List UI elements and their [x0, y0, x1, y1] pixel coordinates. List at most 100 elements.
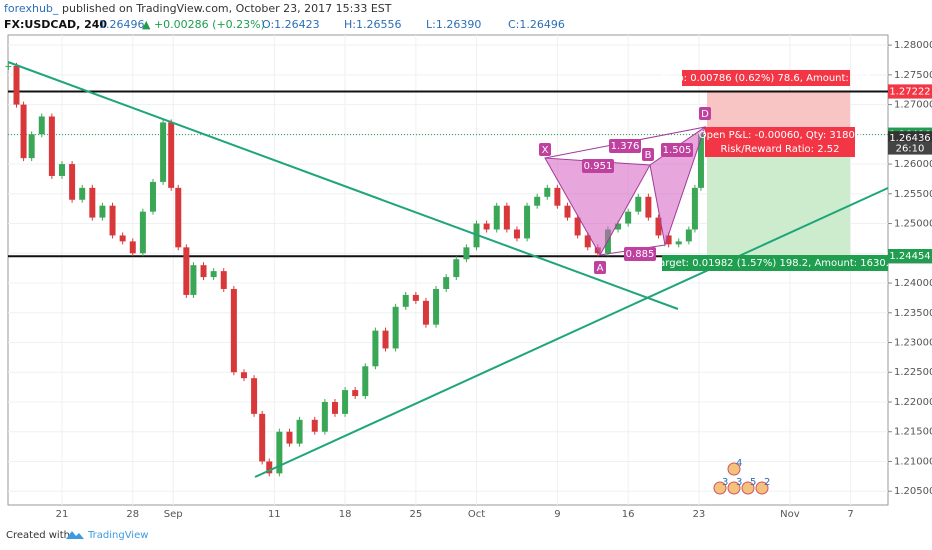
ratio-box — [624, 247, 656, 261]
point-label-box — [699, 107, 711, 120]
price-badge — [888, 84, 932, 99]
candle — [160, 122, 167, 182]
target-zone — [707, 138, 850, 257]
footer-brand: TradingView — [87, 530, 148, 541]
candle — [251, 378, 258, 414]
point-label: B — [645, 150, 652, 161]
candle — [183, 247, 190, 295]
candle — [48, 116, 55, 176]
ohlc-value: H:1.26556 — [344, 18, 401, 31]
candle — [119, 235, 126, 242]
y-tick-label: 1.23000 — [894, 338, 932, 349]
last-price: 1.26496 — [99, 18, 145, 31]
change: ▲ +0.00286 (+0.23%) — [142, 18, 265, 31]
author: forexhub_ — [4, 2, 59, 15]
y-tick-label: 1.28000 — [894, 40, 932, 51]
candle — [544, 187, 551, 197]
target-text: Target: 0.01982 (1.57%) 198.2, Amount: 1… — [654, 258, 896, 269]
candle — [109, 205, 116, 236]
candle — [175, 187, 182, 248]
ratio-label: 0.951 — [584, 161, 613, 172]
point-label: X — [542, 145, 549, 156]
candle — [584, 235, 591, 248]
y-tick-label: 1.23500 — [894, 308, 932, 319]
candle — [352, 390, 359, 397]
candle — [89, 187, 96, 218]
candle — [58, 164, 65, 176]
point-label: D — [701, 109, 709, 120]
candle — [453, 259, 460, 278]
event-count: 5 — [750, 477, 756, 488]
price-badge-label: 1.24454 — [889, 251, 930, 262]
ratio-box — [609, 139, 641, 153]
axes: 1.280001.275001.270001.265001.260001.255… — [56, 40, 932, 520]
candle — [483, 223, 490, 230]
ratio-box — [582, 159, 614, 173]
x-tick-label: 7 — [847, 509, 853, 520]
published: published on TradingView.com, October 23… — [62, 2, 392, 15]
candle — [443, 277, 450, 289]
ohlc-value: L:1.26390 — [426, 18, 481, 31]
event-icon — [713, 481, 727, 495]
candle — [635, 196, 642, 212]
countdown: 26:10 — [896, 144, 925, 155]
candle — [463, 247, 470, 260]
trendline — [7, 61, 679, 310]
candle — [266, 461, 273, 474]
candles — [5, 62, 704, 477]
candle — [574, 217, 581, 236]
x-tick-label: 25 — [409, 509, 422, 520]
point-label-box — [594, 261, 606, 274]
x-tick-label: 23 — [693, 509, 706, 520]
y-tick-label: 1.21000 — [894, 456, 932, 467]
candle — [311, 419, 318, 432]
event-count: 3 — [736, 477, 742, 488]
candle — [685, 229, 692, 242]
x-tick-label: 18 — [339, 509, 352, 520]
ratio-label: 1.505 — [663, 145, 692, 156]
y-tick-label: 1.20500 — [894, 486, 932, 497]
ohlc-value: C:1.26496 — [508, 18, 565, 31]
logo — [66, 531, 84, 539]
event-count: 4 — [736, 458, 742, 469]
candle — [697, 134, 704, 188]
x-tick-label: 11 — [268, 509, 281, 520]
y-tick-label: 1.27500 — [894, 70, 932, 81]
y-tick-label: 1.27000 — [894, 100, 932, 111]
y-tick-label: 1.22500 — [894, 367, 932, 378]
pnl-text: Open P&L: -0.00060, Qty: 31806 — [699, 130, 862, 141]
pattern-labels: Stop: 0.00786 (0.62%) 78.6, Amount: 750 O… — [539, 70, 896, 495]
candle — [190, 265, 197, 295]
candle — [691, 187, 698, 230]
ratio-label: 1.376 — [611, 141, 640, 152]
candle — [342, 390, 349, 414]
y-tick-label: 1.22000 — [894, 397, 932, 408]
event-icon — [741, 481, 755, 495]
ratio-label: 0.885 — [626, 249, 655, 260]
candle — [240, 372, 247, 379]
x-tick-label: Oct — [468, 509, 485, 520]
ohlc: O:1.26423 H:1.26556 L:1.26390 C:1.26496 — [262, 18, 565, 31]
candle — [615, 223, 622, 230]
candle — [129, 241, 136, 254]
candle — [321, 401, 328, 432]
event-icon — [755, 481, 769, 495]
target-box — [662, 255, 888, 271]
candle — [554, 187, 561, 206]
candle — [524, 205, 531, 239]
candle — [79, 187, 86, 200]
candle — [331, 401, 338, 414]
x-tick-label: 21 — [56, 509, 69, 520]
candle — [286, 431, 293, 444]
x-tick-label: Sep — [164, 509, 183, 520]
candle — [99, 205, 106, 218]
ohlc-value: O:1.26423 — [262, 18, 320, 31]
candle — [564, 205, 571, 218]
candle — [625, 211, 632, 224]
price-badge-label: 1.26436 — [889, 133, 930, 144]
candle — [69, 164, 76, 200]
price-badge-label: 1.27222 — [889, 86, 930, 97]
candle — [412, 294, 419, 301]
candle — [220, 271, 227, 289]
